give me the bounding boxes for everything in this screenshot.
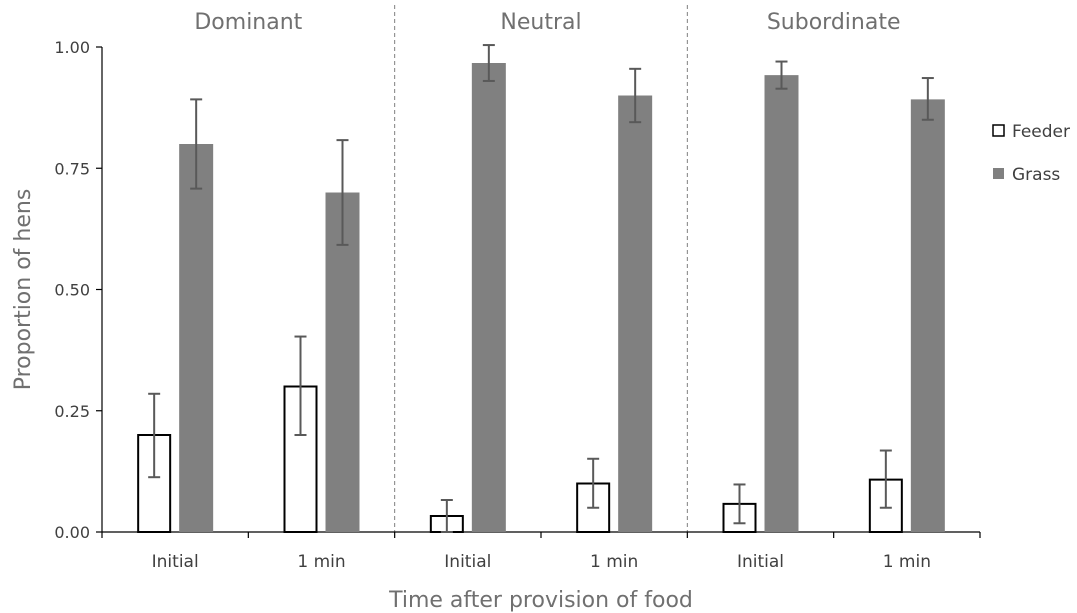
bar-grass [179, 144, 214, 532]
group-label: Subordinate [767, 10, 901, 35]
legend-swatch-grass [993, 168, 1004, 179]
bar-grass [325, 192, 360, 532]
group-label: Neutral [500, 10, 581, 35]
x-axis-title: Time after provision of food [388, 588, 693, 613]
x-tick-label: 1 min [297, 552, 345, 572]
x-tick-label: 1 min [883, 552, 931, 572]
x-tick-label: Initial [152, 552, 199, 572]
y-tick-label: 0.75 [54, 159, 90, 178]
bar-grass [764, 75, 799, 532]
bar-grass [618, 95, 653, 532]
group-label: Dominant [194, 10, 302, 35]
y-tick-label: 0.00 [54, 523, 90, 542]
bar-grass [910, 99, 945, 532]
y-axis-title: Proportion of hens [11, 189, 36, 391]
legend-swatch-feeder [992, 124, 1005, 137]
y-tick-label: 0.25 [54, 402, 90, 421]
legend-label-feeder: Feeder [1012, 122, 1070, 142]
y-tick-label: 1.00 [54, 38, 90, 57]
x-tick-label: Initial [444, 552, 491, 572]
x-tick-label: 1 min [590, 552, 638, 572]
bar-grass [471, 63, 506, 532]
legend-label-grass: Grass [1012, 165, 1060, 185]
y-tick-label: 0.50 [54, 281, 90, 300]
x-tick-label: Initial [737, 552, 784, 572]
